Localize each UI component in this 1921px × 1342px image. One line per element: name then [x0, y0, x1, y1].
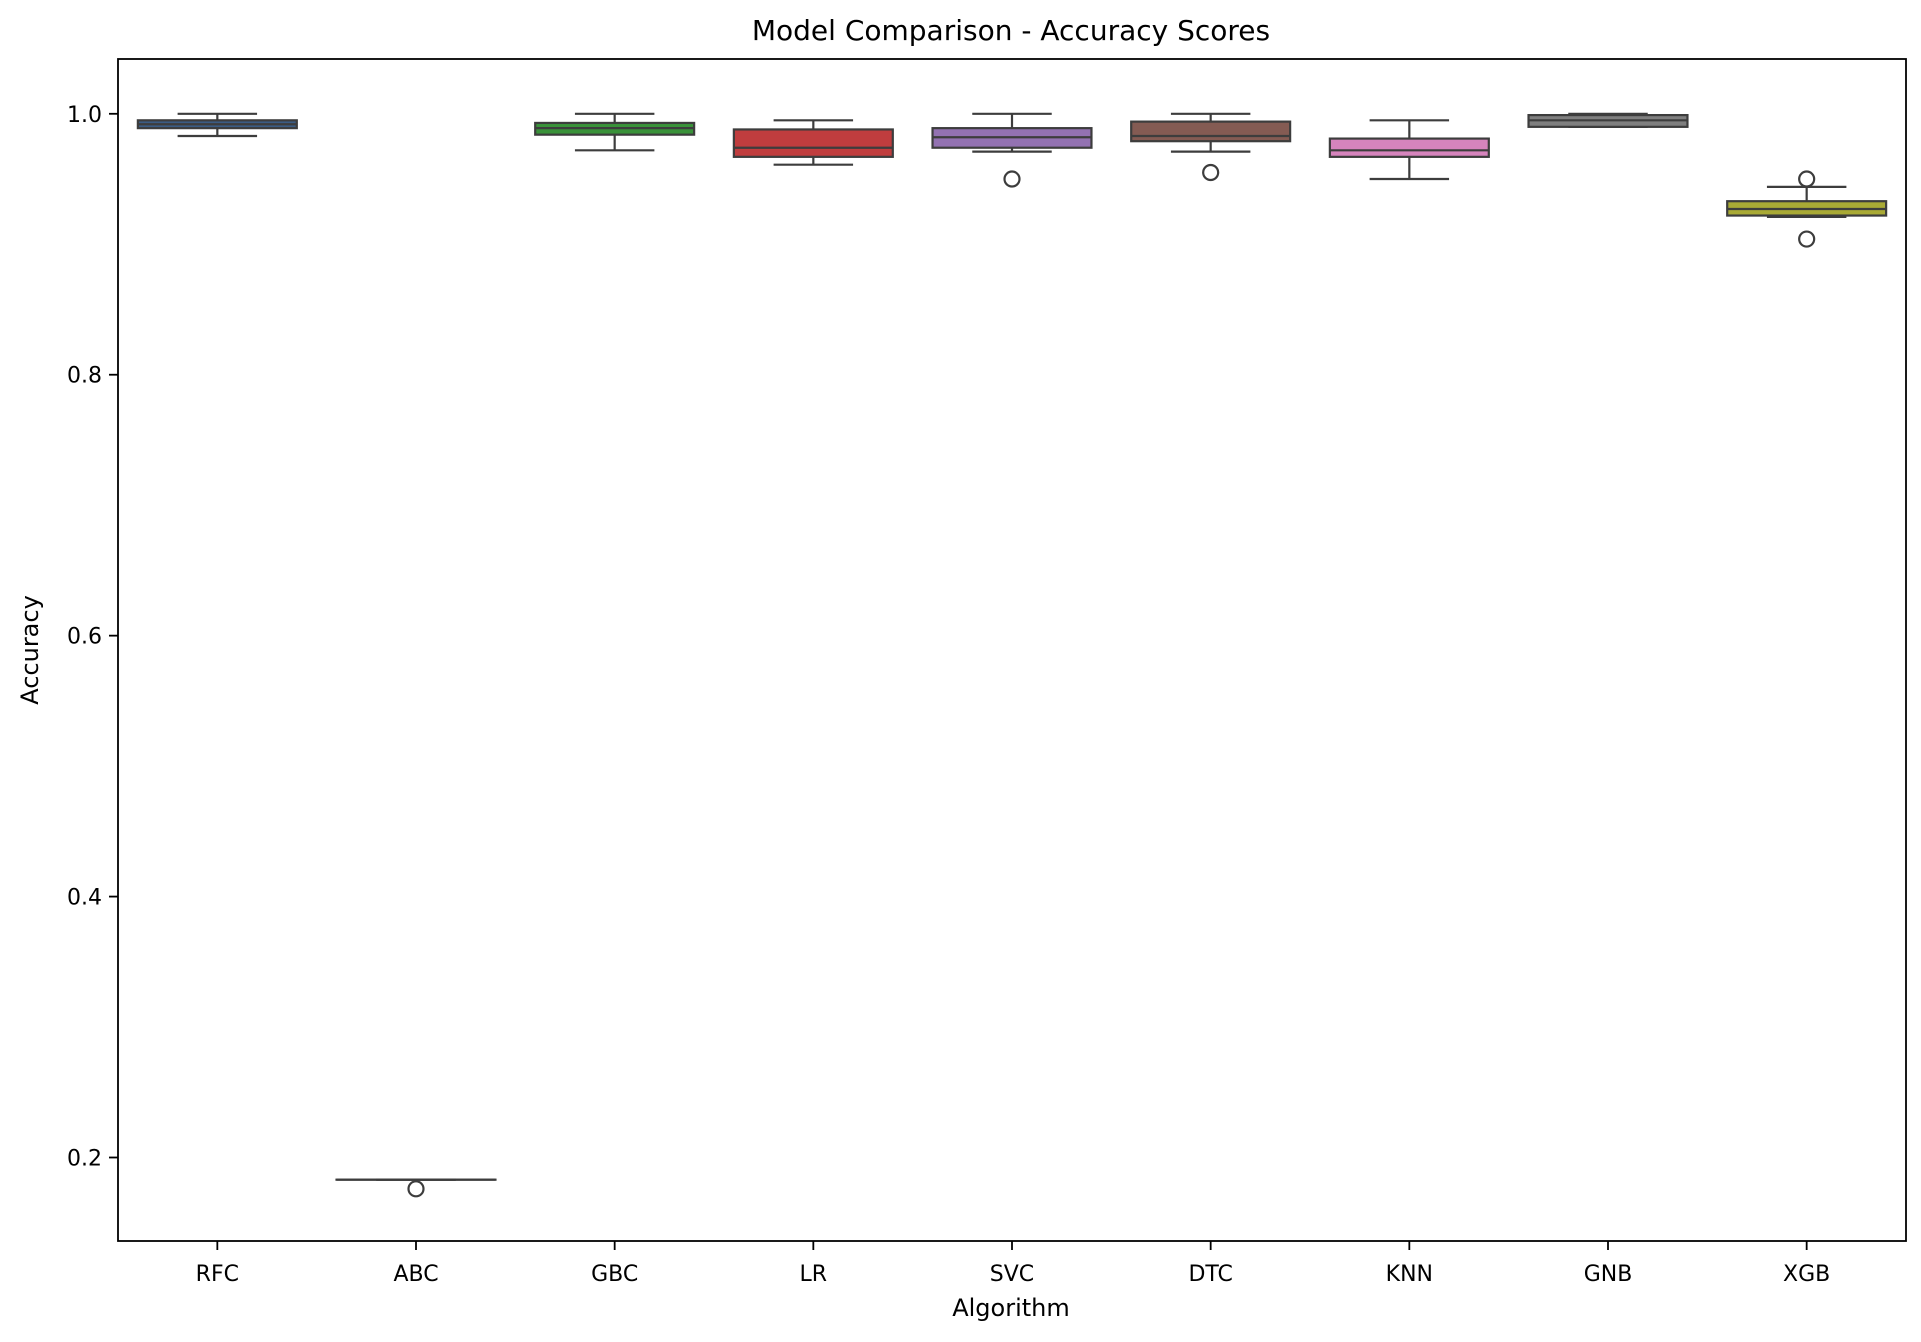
box-svc	[931, 112, 1093, 188]
box-xgb	[1726, 170, 1888, 248]
x-tick-label: ABC	[393, 1262, 438, 1287]
x-tick-label: KNN	[1386, 1262, 1433, 1287]
y-tick-label: 0.6	[67, 625, 102, 650]
outlier-point	[1202, 163, 1220, 182]
x-tick-label: RFC	[196, 1262, 239, 1287]
x-tick-label: DTC	[1188, 1262, 1232, 1287]
box-abc	[335, 1178, 497, 1198]
x-axis: RFC ABC GBC LR SVC DTC KNN GNB XGB	[196, 1241, 1830, 1287]
y-tick-label: 0.4	[67, 886, 102, 911]
box-lr	[732, 119, 894, 166]
outlier-point	[1798, 230, 1816, 248]
box-iqr	[1130, 120, 1292, 143]
outlier-point	[407, 1180, 425, 1198]
y-tick-label: 0.8	[67, 364, 102, 389]
box-rfc	[136, 112, 298, 138]
plot-area	[136, 112, 1888, 1198]
box-knn	[1328, 119, 1490, 181]
y-axis: 0.2 0.4 0.6 0.8 1.0	[67, 103, 118, 1172]
chart-title: Model Comparison - Accuracy Scores	[752, 14, 1270, 47]
box-gbc	[534, 112, 696, 152]
x-tick-label: GBC	[591, 1262, 638, 1287]
y-tick-label: 0.2	[67, 1147, 102, 1172]
x-tick-label: LR	[800, 1262, 828, 1287]
box-iqr	[732, 128, 894, 158]
y-tick-label: 1.0	[67, 103, 102, 128]
box-gnb	[1527, 112, 1689, 128]
x-axis-label: Algorithm	[952, 1294, 1070, 1322]
box-dtc	[1130, 112, 1292, 182]
plot-frame	[117, 58, 1907, 1242]
box-iqr	[1328, 137, 1490, 158]
x-tick-label: SVC	[990, 1262, 1034, 1287]
x-tick-label: GNB	[1584, 1262, 1633, 1287]
outlier-point	[1798, 170, 1816, 188]
x-tick-label: XGB	[1783, 1262, 1830, 1287]
y-axis-label: Accuracy	[16, 595, 44, 705]
outlier-point	[1003, 170, 1021, 188]
